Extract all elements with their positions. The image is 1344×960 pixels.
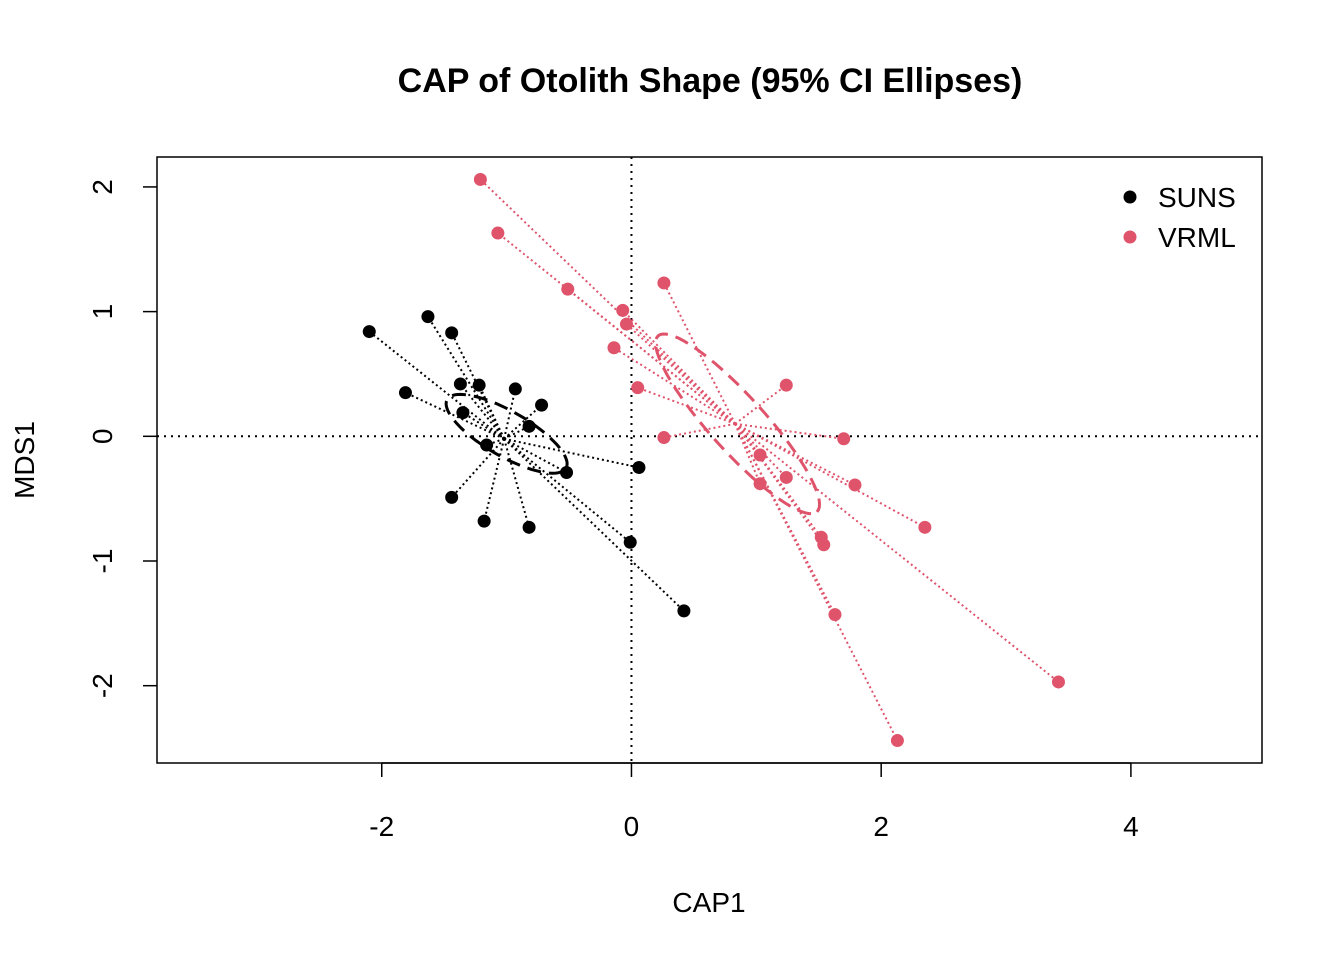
data-point [508, 382, 522, 396]
data-point [619, 317, 633, 331]
spider-line [405, 391, 505, 440]
ci-ellipse [654, 332, 822, 516]
spider-line [734, 423, 836, 616]
data-point [616, 303, 630, 317]
spider-line [479, 178, 736, 425]
data-point [480, 438, 494, 452]
spider-line [734, 422, 926, 529]
data-point [398, 386, 412, 400]
spider-line [503, 437, 640, 469]
data-point [362, 325, 376, 339]
spider-line [503, 438, 685, 612]
legend-label: SUNS [1158, 182, 1236, 213]
data-point [535, 398, 549, 412]
spider-line [478, 384, 506, 440]
data-point [779, 378, 793, 392]
data-point [623, 535, 637, 549]
data-point [631, 381, 645, 395]
spider-line [734, 423, 1060, 683]
series-vrml [473, 172, 1065, 748]
spider-line [734, 423, 899, 742]
spider-line [567, 288, 736, 425]
plot-frame [156, 156, 1263, 764]
spider-line [734, 423, 823, 538]
spider-line [734, 423, 788, 479]
spider-line [663, 282, 736, 425]
legend-marker [1123, 190, 1137, 204]
spider-line [503, 437, 568, 474]
data-point [607, 341, 621, 355]
data-point [472, 378, 486, 392]
spider-line [450, 438, 505, 499]
y-tick-label: -1 [87, 549, 118, 574]
y-axis: -2 -1 0 1 2 [87, 179, 157, 698]
spider-line [734, 422, 844, 440]
x-tick-label: 0 [624, 811, 640, 842]
chart-title: CAP of Otolith Shape (95% CI Ellipses) [398, 62, 1023, 100]
y-axis-label: MDS1 [9, 421, 40, 499]
data-point [491, 226, 505, 240]
data-point [677, 604, 691, 618]
y-tick-label: 2 [87, 179, 118, 195]
series-suns [362, 310, 691, 618]
data-point [837, 432, 851, 446]
data-point [560, 465, 574, 479]
plot-area [156, 156, 1263, 764]
data-point [657, 431, 671, 445]
spider-line [503, 404, 543, 440]
spider-line [368, 330, 505, 440]
data-point [522, 419, 536, 433]
data-point [753, 448, 767, 462]
data-point [456, 406, 470, 420]
data-point [657, 276, 671, 290]
data-point [779, 470, 793, 484]
x-tick-label: -2 [369, 811, 394, 842]
x-axis-label: CAP1 [672, 887, 745, 918]
data-point [753, 477, 767, 491]
y-tick-label: 0 [87, 429, 118, 445]
spider-line [462, 411, 505, 440]
data-point [473, 172, 487, 186]
data-point [561, 282, 575, 296]
data-point [522, 520, 536, 534]
legend-label: VRML [1158, 222, 1236, 253]
data-point [477, 514, 491, 528]
spider-line [427, 316, 505, 440]
data-point [848, 478, 862, 492]
data-point [632, 460, 646, 474]
spider-line [622, 309, 736, 425]
x-tick-label: 2 [873, 811, 889, 842]
spider-line [483, 438, 506, 522]
spider-line [503, 438, 631, 544]
data-point [445, 326, 459, 340]
x-axis: -2 0 2 4 [369, 762, 1139, 842]
data-point [918, 520, 932, 534]
data-point [817, 538, 831, 552]
spider-line [459, 383, 505, 440]
data-point [421, 310, 435, 324]
data-point [453, 377, 467, 391]
spider-line [613, 346, 736, 425]
x-tick-label: 4 [1123, 811, 1139, 842]
y-tick-label: -2 [87, 673, 118, 698]
data-point [890, 734, 904, 748]
legend: SUNS VRML [1123, 182, 1236, 253]
spider-line [663, 422, 736, 439]
spider-line [503, 438, 531, 528]
y-tick-label: 1 [87, 304, 118, 320]
data-point [1051, 675, 1065, 689]
data-point [828, 608, 842, 622]
spider-line [734, 384, 787, 425]
legend-marker [1123, 230, 1137, 244]
spider-line [503, 388, 517, 440]
data-point [445, 490, 459, 504]
